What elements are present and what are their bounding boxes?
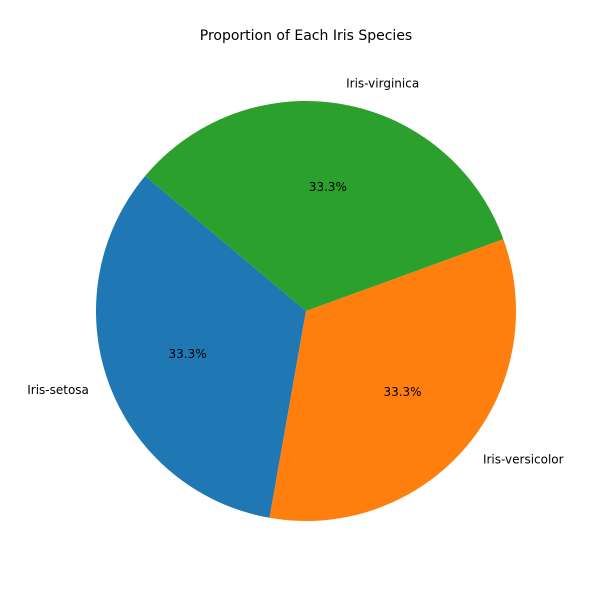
pie-pct-label-iris-setosa: 33.3%	[169, 347, 207, 361]
pie-slice-iris-setosa	[95, 176, 307, 518]
pie-label-iris-virginica: Iris-virginica	[346, 77, 419, 91]
pie-slice-iris-versicolor	[269, 239, 517, 522]
pie-label-iris-versicolor: Iris-versicolor	[483, 452, 564, 466]
pie-label-iris-setosa: Iris-setosa	[27, 383, 89, 397]
pie-pct-label-iris-versicolor: 33.3%	[383, 385, 421, 399]
pie-labels: Iris-setosa 33.3% Iris-versicolor 33.3% Iris…	[27, 77, 563, 467]
chart-title: Proportion of Each Iris Species	[200, 28, 412, 44]
pie-slices	[95, 101, 517, 522]
pie-pct-label-iris-virginica: 33.3%	[309, 180, 347, 194]
pie-slice-iris-virginica	[145, 101, 504, 311]
